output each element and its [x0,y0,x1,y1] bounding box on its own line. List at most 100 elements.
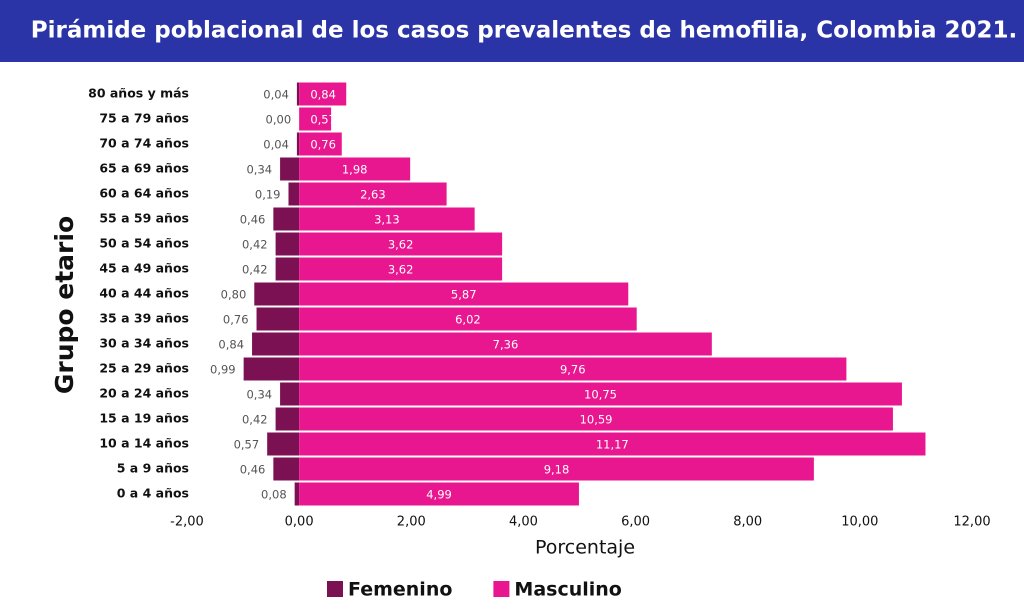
chart-title: Pirámide poblacional de los casos preval… [31,18,1017,44]
y-tick-label: 35 a 39 años [99,311,189,326]
bar [275,257,300,281]
bar [299,232,503,256]
x-tick-label: -2,00 [170,515,204,530]
value-label: 0,46 [240,463,266,477]
bar [296,82,300,106]
value-label: 3,62 [388,238,414,252]
y-tick-label: 60 a 64 años [99,186,189,201]
value-label: 0,99 [210,363,236,377]
y-tick-label: 25 a 29 años [99,361,189,376]
x-tick-label: 10,00 [841,515,878,530]
value-label: 0,42 [242,413,268,427]
bar [299,107,332,131]
legend-swatch [327,581,343,597]
y-axis-title: Grupo etario [50,216,79,394]
value-label: 1,98 [342,163,368,177]
y-tick-label: 80 años y más [88,86,189,101]
value-label: 9,76 [560,363,586,377]
value-label: 9,18 [544,463,570,477]
value-label: 0,76 [223,313,249,327]
value-label: 0,57 [234,438,260,452]
bar [296,132,300,156]
value-label: 0,19 [255,188,281,202]
legend-label: Femenino [348,579,452,601]
bar [299,332,712,356]
y-tick-label: 45 a 49 años [99,261,189,276]
value-label: 0,42 [242,263,268,277]
value-label: 0,34 [246,163,272,177]
bar [252,332,300,356]
value-label: 0,76 [310,138,336,152]
value-label: 10,59 [580,413,613,427]
bar [299,307,637,331]
x-tick-label: 0,00 [285,515,314,530]
bar [299,357,847,381]
bar [280,382,300,406]
bar [299,157,411,181]
bar [267,432,300,456]
value-label: 10,75 [584,388,617,402]
bar [299,257,503,281]
value-label: 0,00 [266,113,292,127]
y-tick-label: 10 a 14 años [99,436,189,451]
bar [254,282,300,306]
bar [299,457,814,481]
bar [299,407,893,431]
y-tick-label: 55 a 59 años [99,211,189,226]
value-label: 5,87 [451,288,477,302]
value-label: 0,80 [221,288,247,302]
bar [299,82,347,106]
value-label: 2,63 [360,188,386,202]
x-tick-label: 4,00 [509,515,538,530]
y-tick-label: 0 a 4 años [117,486,189,501]
bar [299,182,447,206]
bar [275,232,300,256]
bar [299,432,926,456]
x-axis-title: Porcentaje [535,537,635,559]
y-tick-label: 20 a 24 años [99,386,189,401]
y-tick-label: 50 a 54 años [99,236,189,251]
value-label: 0,84 [218,338,244,352]
bar [280,157,300,181]
x-tick-label: 6,00 [621,515,650,530]
y-tick-label: 40 a 44 años [99,286,189,301]
bar [299,482,579,506]
y-tick-label: 65 a 69 años [99,161,189,176]
x-tick-label: 12,00 [953,515,990,530]
bar [294,482,300,506]
bar [243,357,300,381]
bar [299,207,475,231]
bar [299,132,342,156]
value-label: 6,02 [455,313,481,327]
bar [288,182,300,206]
y-tick-label: 70 a 74 años [99,136,189,151]
value-label: 0,34 [246,388,272,402]
value-label: 0,04 [263,88,289,102]
value-label: 0,04 [263,138,289,152]
value-label: 0,42 [242,238,268,252]
value-label: 0,57 [310,113,336,127]
value-label: 0,46 [240,213,266,227]
legend-label: Masculino [514,579,621,601]
y-tick-label: 30 a 34 años [99,336,189,351]
x-tick-label: 8,00 [733,515,762,530]
bar [299,282,629,306]
value-label: 11,17 [596,438,629,452]
bar [275,407,300,431]
bar [273,457,300,481]
y-tick-label: 15 a 19 años [99,411,189,426]
value-label: 3,13 [374,213,400,227]
value-label: 0,08 [261,488,287,502]
y-tick-label: 5 a 9 años [117,461,189,476]
value-label: 3,62 [388,263,414,277]
value-label: 7,36 [493,338,519,352]
value-label: 0,84 [310,88,336,102]
bar [256,307,300,331]
legend-swatch [493,581,510,597]
x-tick-label: 2,00 [397,515,426,530]
value-label: 4,99 [426,488,452,502]
bar [299,382,902,406]
y-tick-label: 75 a 79 años [99,111,189,126]
bar [273,207,300,231]
